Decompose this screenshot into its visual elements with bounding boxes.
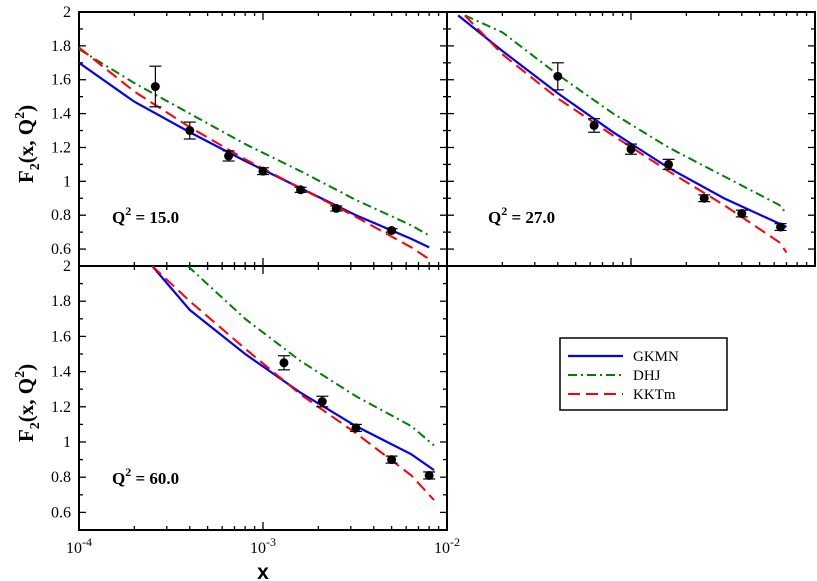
y-tick-label: 1.8 xyxy=(51,38,71,55)
x-axis-label: x xyxy=(257,561,269,581)
panel-q2-15: 0.6 0.8 1 1.2 1.4 1.6 1.8 2 Q2 = 15.0 F2(x, Q2) xyxy=(13,4,448,267)
data-point-1 xyxy=(149,65,162,108)
marker xyxy=(776,222,786,232)
data-point-4 xyxy=(662,158,675,171)
curves xyxy=(457,14,788,254)
y-tick-label: 1 xyxy=(63,434,71,451)
y-tick-label: 0.8 xyxy=(51,207,71,224)
series-line-gkmn xyxy=(457,14,787,229)
data-point-1 xyxy=(277,355,290,371)
data-point-2 xyxy=(588,118,601,133)
y-tick-label: 1.2 xyxy=(51,139,71,156)
marker xyxy=(351,423,361,433)
x-tick-label: 10-2 xyxy=(434,535,460,557)
marker xyxy=(317,397,327,407)
y-axis-label: F2(x, Q2) xyxy=(13,105,43,183)
series-line-dhj xyxy=(187,266,435,447)
y-tick-label: 1.2 xyxy=(51,399,71,416)
q2-annotation: Q2 = 15.0 xyxy=(112,204,179,227)
y-tick-label: 1.6 xyxy=(51,328,71,345)
marker xyxy=(424,470,434,480)
data-point-5 xyxy=(294,185,307,195)
y-tick-label: 2 xyxy=(63,258,71,275)
marker xyxy=(331,203,341,213)
data-point-4 xyxy=(257,166,269,176)
panel-q2-27: Q2 = 27.0 xyxy=(446,11,816,267)
marker xyxy=(296,185,306,195)
legend-label-dhj: DHJ xyxy=(633,368,661,384)
y-tick-label: 0.6 xyxy=(51,241,71,258)
legend-label-kktm: KKTm xyxy=(633,387,676,403)
marker xyxy=(387,455,397,465)
data-point-3 xyxy=(625,143,637,155)
marker xyxy=(626,144,636,154)
marker xyxy=(279,358,289,368)
marker xyxy=(699,193,709,203)
series-line-dhj xyxy=(79,48,430,237)
series-line-gkmn xyxy=(79,61,430,249)
marker xyxy=(224,151,234,161)
curves xyxy=(79,46,430,261)
series-line-kktm xyxy=(151,266,435,501)
data-point-4 xyxy=(385,455,398,465)
y-tick-label: 1.4 xyxy=(51,364,71,381)
marker xyxy=(553,71,563,81)
data-point-2 xyxy=(316,395,329,408)
data-point-6 xyxy=(330,203,343,213)
series-line-kktm xyxy=(79,46,430,261)
curves xyxy=(151,266,435,501)
marker xyxy=(150,82,160,92)
marker xyxy=(387,225,397,235)
marker xyxy=(664,159,674,169)
y-tick-label: 1.4 xyxy=(51,106,71,123)
y-tick-label: 0.8 xyxy=(51,469,71,486)
y-axis-label: F2(x, Q2) xyxy=(13,364,43,442)
series-line-dhj xyxy=(464,14,788,215)
data-point-5 xyxy=(698,193,711,203)
data-point-6 xyxy=(735,209,748,219)
data-point-1 xyxy=(551,62,564,91)
data-point-3 xyxy=(222,150,235,162)
data-point-3 xyxy=(349,423,362,433)
y-tick-label: 1.8 xyxy=(51,293,71,310)
data-point-5 xyxy=(423,470,436,480)
plot-frame xyxy=(78,265,448,531)
x-tick-label: 10-3 xyxy=(250,535,276,557)
legend-label-gkmn: GKMN xyxy=(633,349,679,365)
q2-annotation: Q2 = 60.0 xyxy=(112,465,179,488)
data-point-2 xyxy=(183,121,196,140)
data-point-7 xyxy=(385,225,398,235)
y-tick-label: 0.6 xyxy=(51,504,71,521)
q2-annotation: Q2 = 27.0 xyxy=(488,204,555,227)
series-line-kktm xyxy=(464,14,788,254)
y-tick-label: 1 xyxy=(63,173,71,190)
marker xyxy=(185,126,195,136)
y-tick-label: 2 xyxy=(63,4,71,21)
marker xyxy=(737,209,747,219)
legend: GKMN DHJ KKTm xyxy=(559,337,728,411)
y-tick-label: 1.6 xyxy=(51,72,71,89)
marker xyxy=(589,120,599,130)
marker xyxy=(258,166,268,176)
panel-q2-60: 0.6 0.8 1 1.2 1.4 1.6 1.8 2 10-4 10-3 10-2 Q2 = 60.… xyxy=(13,258,460,581)
x-tick-label: 10-4 xyxy=(66,535,92,557)
data-point-7 xyxy=(774,222,787,232)
series-line-gkmn xyxy=(151,266,435,472)
